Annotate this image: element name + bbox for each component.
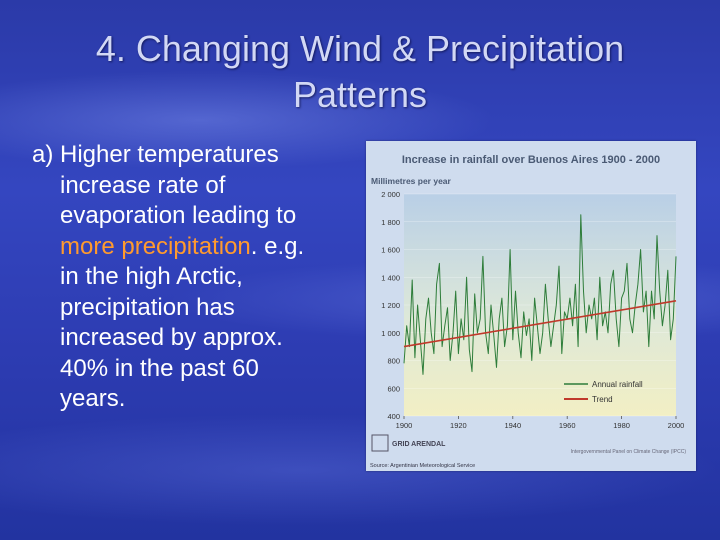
grid-lines bbox=[404, 193, 676, 417]
y-tick-label: 1 800 bbox=[381, 218, 400, 227]
body-line: precipitation has bbox=[60, 293, 235, 321]
y-tick-label: 1 600 bbox=[381, 246, 400, 255]
annual-rainfall-line bbox=[403, 214, 677, 375]
rainfall-chart-svg: Increase in rainfall over Buenos Aires 1… bbox=[366, 141, 696, 471]
x-tick-label: 1940 bbox=[504, 421, 521, 430]
x-tick-label: 1980 bbox=[613, 421, 630, 430]
body-line: increase rate of bbox=[60, 171, 226, 199]
y-tick-label: 2 000 bbox=[381, 190, 400, 199]
logo-text: GRID ARENDAL bbox=[392, 441, 446, 448]
y-tick-label: 400 bbox=[387, 412, 400, 421]
y-tick-labels: 400 600 800 1 000 1 200 1 400 1 600 1 800 2 000 bbox=[381, 190, 400, 421]
body-line: increased by approx. bbox=[60, 324, 283, 351]
body-line-highlight: more precipitation. e.g. bbox=[32, 232, 362, 263]
y-tick-label: 1 200 bbox=[381, 301, 400, 310]
series-layer bbox=[403, 214, 677, 375]
body-line: a) Higher temperatures bbox=[32, 141, 279, 168]
y-axis-label: Millimetres per year bbox=[371, 176, 452, 186]
x-tick-labels: 1900 1920 1940 1960 1980 2000 bbox=[396, 416, 685, 430]
y-tick-label: 800 bbox=[387, 357, 400, 366]
x-tick-label: 1960 bbox=[559, 421, 576, 430]
slide-title-line2: Patterns bbox=[292, 74, 428, 115]
trend-line bbox=[403, 300, 677, 348]
x-tick-label: 1920 bbox=[450, 421, 467, 430]
grid-logo-icon bbox=[371, 434, 389, 452]
slide-title-line1: 4. Changing Wind & Precipitation bbox=[95, 28, 625, 69]
y-tick-label: 1 400 bbox=[381, 273, 400, 282]
x-tick-label: 1900 bbox=[396, 421, 413, 430]
source-text: Source: Argentinian Meteorological Servi… bbox=[370, 463, 475, 469]
y-tick-label: 600 bbox=[387, 384, 400, 393]
x-tick-label: 2000 bbox=[668, 421, 685, 430]
body-line: evaporation leading to bbox=[60, 202, 297, 229]
slide-title: 4. Changing Wind & Precipitation Pattern… bbox=[0, 26, 720, 118]
body-line: years. bbox=[60, 385, 126, 412]
credit-text: Intergovernmental Panel on Climate Chang… bbox=[571, 449, 687, 455]
chart-title: Increase in rainfall over Buenos Aires 1… bbox=[402, 154, 660, 166]
legend-label-trend: Trend bbox=[592, 395, 613, 404]
legend-label-annual-rainfall: Annual rainfall bbox=[592, 380, 643, 389]
y-tick-label: 1 000 bbox=[381, 329, 400, 338]
body-line: in the high Arctic, bbox=[60, 263, 243, 290]
slide-body-text: a) Higher temperatures increase rate of … bbox=[32, 140, 362, 415]
rainfall-chart: Increase in rainfall over Buenos Aires 1… bbox=[366, 141, 696, 471]
highlight-text: more precipitation bbox=[60, 232, 251, 260]
body-line-rest: . e.g. bbox=[250, 232, 305, 260]
body-line: 40% in the past 60 bbox=[60, 354, 259, 382]
legend: Annual rainfall Trend bbox=[564, 380, 643, 404]
